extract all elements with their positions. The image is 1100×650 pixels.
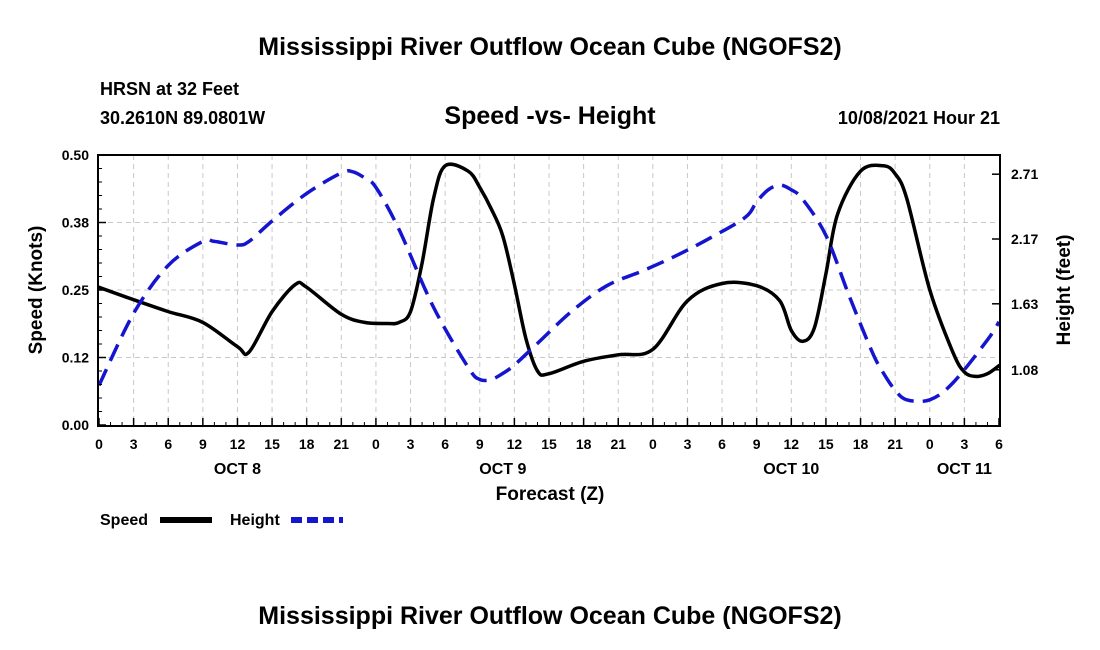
x-tick-label: 0: [649, 436, 657, 452]
x-tick-label: 12: [784, 436, 800, 452]
x-tick-label: 12: [507, 436, 523, 452]
chart-title: Mississippi River Outflow Ocean Cube (NG…: [258, 33, 841, 61]
x-tick-label: 21: [887, 436, 903, 452]
date-label: 10/08/2021 Hour 21: [838, 108, 1000, 128]
axis-ticks: 0 3 6 9 12 15 18 21 0 3 6 9 12 15 18 21 0 3 6 9 12 15 18 21 0 3 6O…: [62, 147, 1039, 478]
y-left-tick-label: 0.50: [62, 147, 89, 163]
y-left-tick-label: 0.00: [62, 417, 89, 433]
footer-title: Mississippi River Outflow Ocean Cube (NG…: [258, 602, 841, 630]
x-tick-label: 3: [130, 436, 138, 452]
x-tick-label: 18: [853, 436, 869, 452]
x-tick-label: 6: [164, 436, 172, 452]
station-label: HRSN at 32 Feet: [100, 79, 239, 99]
y-left-tick-label: 0.12: [62, 350, 89, 366]
x-tick-label: 21: [334, 436, 350, 452]
day-label: OCT 8: [214, 461, 261, 478]
x-tick-label: 0: [372, 436, 380, 452]
x-tick-label: 9: [753, 436, 761, 452]
x-tick-label: 18: [576, 436, 592, 452]
y-right-tick-label: 1.63: [1011, 296, 1038, 312]
y-axis-right-label: Height (feet): [1054, 235, 1075, 346]
x-tick-label: 15: [541, 436, 557, 452]
coordinates-label: 30.2610N 89.0801W: [100, 108, 265, 128]
y-left-tick-label: 0.25: [62, 282, 89, 298]
x-tick-label: 9: [199, 436, 207, 452]
x-tick-label: 15: [818, 436, 834, 452]
x-tick-label: 6: [441, 436, 449, 452]
y-right-tick-label: 1.08: [1011, 362, 1038, 378]
x-tick-label: 15: [264, 436, 280, 452]
x-tick-label: 3: [407, 436, 415, 452]
x-tick-label: 0: [95, 436, 103, 452]
day-label: OCT 9: [479, 461, 526, 478]
day-label: OCT 10: [763, 461, 819, 478]
x-tick-label: 0: [926, 436, 934, 452]
x-tick-label: 9: [476, 436, 484, 452]
chart-subtitle: Speed -vs- Height: [444, 102, 656, 130]
x-tick-label: 3: [960, 436, 968, 452]
day-label: OCT 11: [937, 461, 992, 478]
series-line-speed: [97, 162, 1001, 379]
x-tick-label: 6: [718, 436, 726, 452]
series-layer: [97, 162, 1001, 404]
x-tick-label: 18: [299, 436, 315, 452]
y-left-tick-label: 0.38: [62, 215, 89, 231]
x-tick-label: 6: [995, 436, 1003, 452]
series-line-height: [97, 169, 1001, 404]
legend-height-label: Height: [230, 512, 280, 529]
x-tick-label: 21: [610, 436, 626, 452]
x-tick-label: 3: [684, 436, 692, 452]
y-right-tick-label: 2.17: [1011, 231, 1038, 247]
legend-speed-label: Speed: [100, 512, 148, 529]
x-axis-label: Forecast (Z): [496, 484, 605, 505]
plot-frame: [97, 154, 1001, 427]
legend: Speed Height: [100, 512, 343, 529]
grid-lines: [99, 155, 999, 425]
y-axis-left-label: Speed (Knots): [26, 226, 47, 355]
y-right-tick-label: 2.71: [1011, 166, 1038, 182]
x-tick-label: 12: [230, 436, 246, 452]
